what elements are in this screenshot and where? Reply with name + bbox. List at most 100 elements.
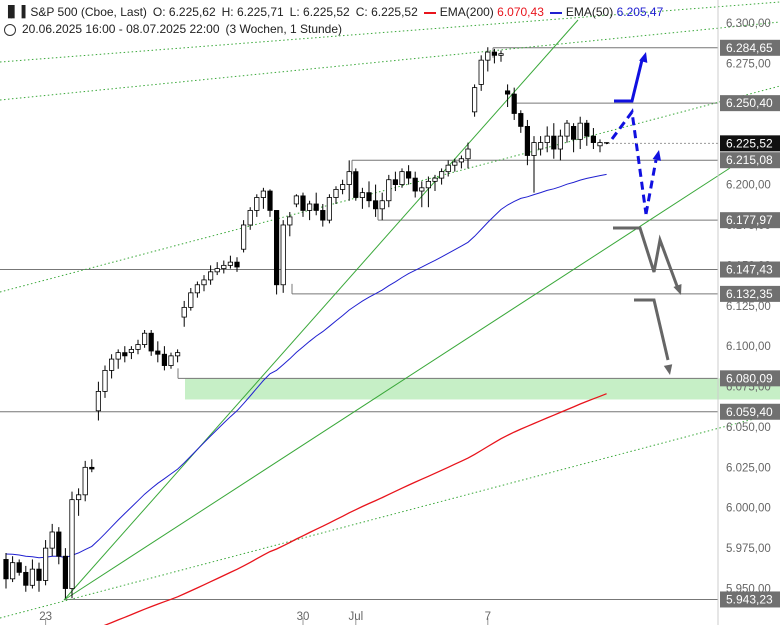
candle — [564, 119, 570, 143]
candle — [333, 186, 339, 204]
candle — [128, 346, 134, 360]
candle-body — [207, 271, 214, 281]
candle-body — [438, 171, 445, 179]
candle-body — [333, 189, 339, 198]
candle — [56, 527, 62, 565]
candle — [386, 174, 392, 208]
candle-body — [531, 142, 537, 156]
level-badge-label: 5.943,23 — [726, 592, 773, 606]
blue-arrow-up — [614, 59, 644, 103]
candle — [221, 260, 227, 274]
candle — [95, 381, 101, 421]
trendline-shallow — [63, 167, 731, 601]
candle-body — [234, 261, 240, 268]
gray-arrow-1 — [613, 226, 679, 287]
ema50-value: 6.205,47 — [616, 5, 664, 19]
candle — [372, 184, 379, 217]
gray-arrow-2 — [634, 298, 670, 361]
candle — [557, 129, 564, 161]
candle-body — [9, 562, 16, 580]
candle — [577, 116, 583, 150]
candle-body — [201, 279, 207, 286]
candle-body — [267, 190, 273, 211]
level-badge-label: 6.284,65 — [726, 41, 773, 55]
level-badge-label: 6.059,40 — [726, 405, 773, 419]
candle — [293, 194, 300, 208]
level-badge — [720, 285, 780, 302]
level-badge-label: 6.250,40 — [726, 96, 773, 110]
ema50-swatch — [549, 11, 562, 14]
candle-body — [471, 87, 478, 113]
candle-body — [339, 184, 346, 190]
candle-body — [491, 51, 498, 56]
candle — [590, 128, 597, 150]
candle — [227, 255, 233, 269]
candle-body — [240, 224, 247, 250]
candle-body — [504, 90, 511, 95]
chart-header: ▐▌▐ S&P 500 (Cboe, Last) O: 6.225,62 H: … — [0, 4, 663, 38]
ema200-swatch — [423, 11, 436, 14]
candle — [234, 257, 240, 272]
candle — [135, 339, 141, 355]
candle — [504, 84, 511, 108]
candle-body — [452, 161, 458, 166]
candle — [346, 160, 352, 201]
candle — [485, 47, 491, 72]
y-tick-label: 5.975,00 — [726, 543, 771, 555]
candle — [478, 55, 484, 91]
candle-body — [564, 122, 570, 137]
candle — [115, 349, 121, 369]
candle — [518, 110, 524, 133]
level-badge — [720, 39, 780, 56]
candle-body — [300, 195, 306, 211]
candle-body — [82, 466, 88, 496]
candle-body — [221, 264, 227, 270]
candle — [89, 459, 95, 473]
candle — [359, 187, 366, 209]
candle-body — [247, 210, 253, 226]
candle — [498, 50, 504, 62]
candle — [76, 488, 82, 516]
gray-arrow-1-head — [673, 284, 682, 295]
candle-body — [353, 171, 359, 198]
bars-icon: ▐▌▐ — [4, 6, 25, 18]
candle — [511, 87, 517, 120]
level-badge — [720, 152, 780, 169]
candle-body — [498, 53, 504, 56]
candle — [438, 168, 445, 185]
candle — [425, 176, 432, 208]
candle-body — [306, 203, 313, 211]
candle — [287, 212, 293, 237]
level-badge-label: 6.080,09 — [726, 371, 773, 385]
candle — [313, 192, 319, 216]
candle — [201, 275, 207, 292]
candle — [597, 139, 603, 153]
candle — [43, 540, 49, 586]
candle — [445, 160, 451, 177]
level-badge — [720, 212, 780, 229]
candle-body — [346, 171, 352, 185]
candle — [207, 265, 214, 285]
candle-body — [109, 358, 115, 371]
candle-body — [260, 190, 267, 198]
candle-body — [89, 466, 95, 470]
candle — [49, 523, 55, 557]
y-tick-label: 6.100,00 — [726, 341, 771, 353]
candle-body — [524, 126, 531, 156]
clock-icon — [4, 23, 16, 36]
candle-body — [445, 164, 451, 173]
candle-body — [478, 59, 484, 85]
candle-body — [313, 203, 319, 211]
candle — [247, 207, 253, 230]
candle-body — [36, 568, 42, 581]
candle — [531, 136, 537, 193]
level-badge-label: 6.177,97 — [726, 213, 773, 227]
candle-body — [432, 177, 438, 182]
candle — [280, 220, 286, 293]
candle — [174, 349, 181, 363]
candle-body — [95, 391, 101, 412]
blue-arrow-dashed-head — [652, 150, 661, 161]
candle-body — [412, 177, 418, 192]
candle — [181, 300, 187, 327]
